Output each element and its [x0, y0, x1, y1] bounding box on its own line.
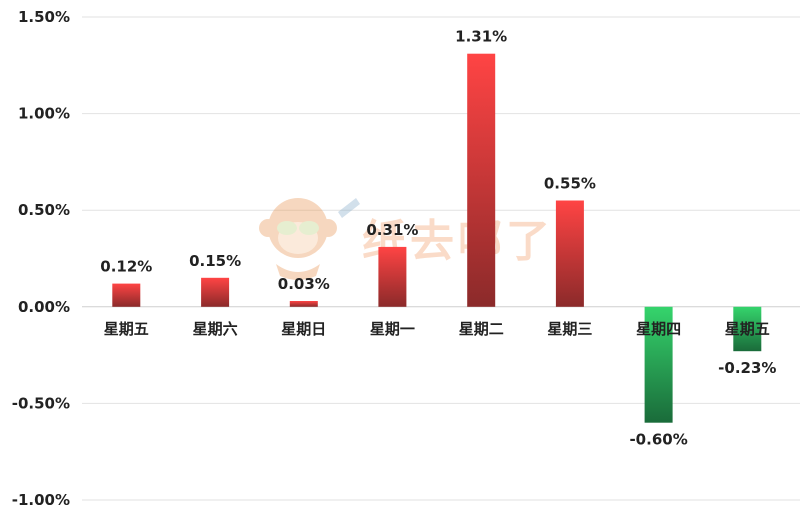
- x-tick-label: 星期四: [636, 320, 681, 338]
- bar: [378, 246, 407, 307]
- data-label: -0.23%: [718, 359, 776, 377]
- bar: [555, 200, 584, 307]
- y-tick-label: -0.50%: [12, 394, 70, 412]
- data-label: -0.60%: [629, 431, 687, 449]
- y-tick-label: 1.50%: [18, 8, 70, 26]
- x-tick-label: 星期五: [725, 320, 770, 338]
- data-label: 1.31%: [455, 28, 507, 46]
- y-tick-label: -1.00%: [12, 491, 70, 509]
- y-tick-label: 1.00%: [18, 105, 70, 123]
- bar: [289, 301, 318, 307]
- data-label: 0.31%: [366, 221, 418, 239]
- x-tick-label: 星期三: [547, 320, 592, 338]
- bar: [733, 306, 762, 352]
- x-tick-label: 星期五: [104, 320, 149, 338]
- bar: [201, 277, 230, 307]
- bars: [112, 53, 762, 423]
- x-tick-label: 星期一: [370, 320, 415, 338]
- monkey-mascot-icon: [259, 198, 360, 280]
- gridlines: [82, 16, 800, 501]
- data-label: 0.15%: [189, 252, 241, 270]
- watermark: 纸去哪了: [259, 198, 550, 280]
- bar: [644, 306, 673, 423]
- y-tick-label: 0.50%: [18, 201, 70, 219]
- bar: [112, 283, 141, 307]
- x-axis-ticks: 星期五 星期六 星期日 星期一 星期二 星期三 星期四 星期五: [104, 320, 770, 338]
- data-label: 0.12%: [100, 258, 152, 276]
- x-tick-label: 星期日: [281, 320, 326, 338]
- data-label: 0.55%: [544, 175, 596, 193]
- y-axis-ticks: 1.50% 1.00% 0.50% 0.00% -0.50% -1.00%: [12, 8, 70, 509]
- x-tick-label: 星期六: [193, 320, 238, 338]
- x-tick-label: 星期二: [459, 320, 504, 338]
- data-labels: 0.12% 0.15% 0.03% 0.31% 1.31% 0.55% -0.60% -0.2…: [100, 28, 776, 449]
- data-label: 0.03%: [278, 275, 330, 293]
- bar: [467, 53, 496, 307]
- y-tick-label: 0.00%: [18, 298, 70, 316]
